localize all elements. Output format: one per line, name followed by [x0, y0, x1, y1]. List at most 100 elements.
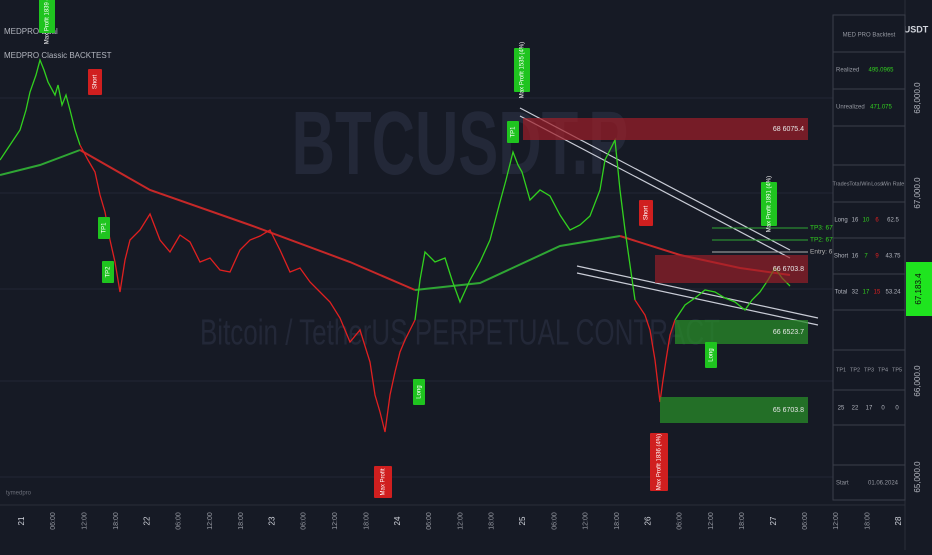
table-cell: 43.75 [885, 254, 901, 260]
trend-line [576, 265, 819, 319]
price-label: 66,000.0 [913, 365, 922, 397]
summary-key: Unrealized [836, 105, 865, 111]
signal-badge [705, 342, 717, 368]
table-cell: 9 [875, 254, 879, 260]
table-cell: 0 [895, 406, 899, 412]
indicator-name: MEDPRO Classic BACKTEST [4, 51, 112, 60]
signal-label: TP1 [511, 126, 517, 138]
signal-label: Short [644, 205, 650, 220]
last-price-badge [906, 262, 932, 316]
table-header: Win [861, 181, 870, 187]
table-title: MED PRO Backtest [843, 33, 896, 39]
time-label: 18:00 [739, 512, 746, 530]
time-label: 18:00 [113, 512, 120, 530]
price-line [0, 57, 81, 161]
time-label: 18:00 [864, 512, 871, 530]
table-header: Win Rate [882, 181, 905, 187]
zone-label: 66 6523.7 [773, 329, 804, 336]
table-header: TP4 [878, 367, 888, 373]
table-cell: 15 [874, 290, 881, 296]
price-label: 67,000.0 [913, 177, 922, 209]
zone-label: 65 6703.8 [773, 407, 804, 414]
table-cell: Start [836, 481, 849, 487]
time-label: 12:00 [833, 512, 840, 530]
time-label: 24 [393, 516, 402, 525]
table-cell: 17 [866, 406, 873, 412]
signal-label: TP2 [106, 266, 112, 278]
table-header: Trades [833, 181, 850, 187]
zone [675, 320, 808, 344]
time-label: 06:00 [677, 512, 684, 530]
time-label: 06:00 [802, 512, 809, 530]
summary-key: Realized [836, 68, 859, 74]
zone [523, 118, 808, 140]
time-label: 12:00 [708, 512, 715, 530]
summary-value: 471.075 [870, 105, 892, 111]
table-cell: 17 [863, 290, 870, 296]
table-cell: 25 [838, 406, 845, 412]
time-label: 12:00 [457, 512, 464, 530]
dynamic-layer: 68 6075.4 66 6523.7 65 6703.8 66 6703.8 TP3:… [17, 0, 932, 530]
price-line [414, 137, 636, 321]
signal-badge [98, 217, 110, 239]
table-cell: Total [835, 290, 848, 296]
table-header: Loss [871, 181, 883, 187]
currency: USDT [904, 24, 929, 34]
signal-badge [39, 0, 55, 33]
table-cell: 01.06.2024 [868, 481, 899, 487]
table-cell: 62.5 [887, 218, 899, 224]
signal-label: Max Profit [381, 468, 387, 495]
signal-badge [639, 200, 653, 226]
table-cell: Short [834, 254, 849, 260]
time-label: 18:00 [489, 512, 496, 530]
footer-note: tymedpro [6, 491, 32, 497]
grid [0, 97, 905, 478]
summary-value: 495.0965 [868, 68, 894, 74]
time-label: 28 [894, 516, 903, 525]
target-label: TP2: 67300.2 [810, 237, 849, 244]
time-label: 22 [142, 516, 151, 525]
price-label: 65,000.0 [913, 461, 922, 493]
table-header: TP1 [836, 367, 846, 373]
ma-line [79, 149, 416, 291]
signal-label: Max Profit 1891 (4%) [767, 176, 773, 232]
table-cell: 16 [852, 254, 859, 260]
indicator-name: MEDPRO Dual [4, 27, 58, 36]
time-label: 06:00 [301, 512, 308, 530]
signal-badge [102, 261, 114, 283]
trend-line [576, 272, 819, 326]
signal-label: Long [417, 385, 423, 398]
table-cell: 53.24 [885, 290, 901, 296]
time-label: 12:00 [81, 512, 88, 530]
signal-badge [88, 69, 102, 95]
time-label: 27 [769, 516, 778, 525]
time-label: 18:00 [363, 512, 370, 530]
time-label: 12:00 [583, 512, 590, 530]
time-label: 06:00 [175, 512, 182, 530]
signal-badge [761, 182, 777, 226]
zone-label: 66 6703.8 [773, 266, 804, 273]
ma-line [414, 235, 621, 291]
table-bg [832, 14, 906, 501]
signal-label: Max Profit 1836 (4%) [657, 434, 663, 490]
signal-label: Max Profit 1535 (4%) [520, 42, 526, 98]
signal-badge [650, 433, 668, 491]
last-price: 67,183.4 [914, 273, 923, 305]
time-label: 12:00 [332, 512, 339, 530]
table-cell: Long [834, 218, 847, 224]
signal-badge [374, 466, 392, 498]
signal-badge [514, 48, 530, 92]
time-label: 12:00 [207, 512, 214, 530]
signal-badge [413, 379, 425, 405]
target-label: Entry: 67047.7 [810, 249, 853, 256]
signal-label: Short [93, 74, 99, 89]
target-label: TP3: 67449.4 [810, 225, 849, 232]
table-cell: 7 [864, 254, 868, 260]
zone-label: 68 6075.4 [773, 126, 804, 133]
time-label: 06:00 [551, 512, 558, 530]
price-line [79, 144, 416, 433]
table-cell: 0 [881, 406, 885, 412]
table-cell: 32 [852, 290, 859, 296]
signal-label: TP1 [102, 222, 108, 234]
signal-label: Max Profit 1839 (4%) [45, 0, 51, 44]
